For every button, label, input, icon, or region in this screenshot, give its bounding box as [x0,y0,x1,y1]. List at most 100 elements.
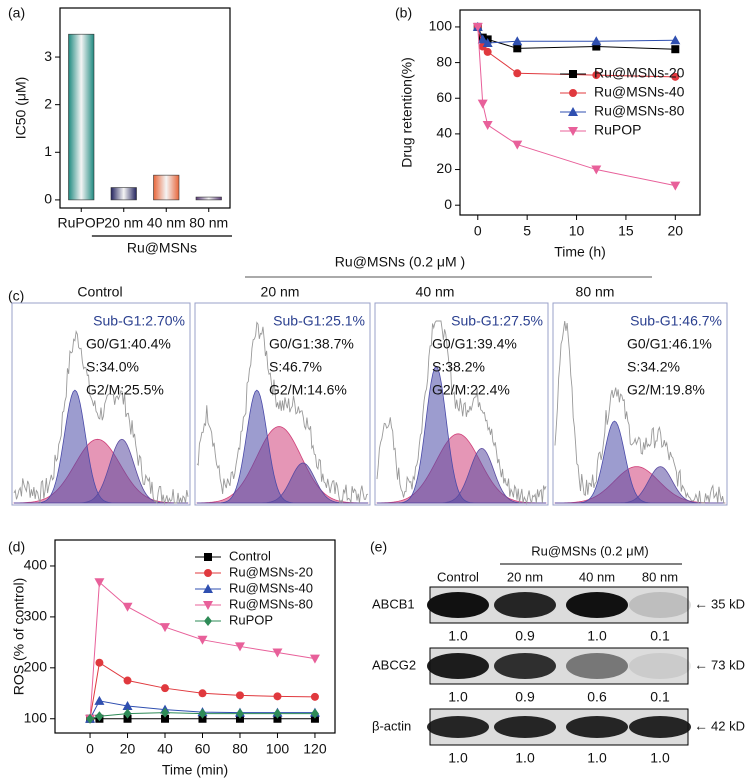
data-point [198,689,207,698]
data-point [513,69,522,78]
data-point [122,701,133,711]
series-line [477,26,676,44]
phase-label: G2/M:25.5% [86,382,164,398]
legend-label: Ru@MSNs-40 [594,84,685,100]
data-point [472,22,483,32]
histogram-s [554,466,726,504]
x-tick-label: 0 [474,223,482,239]
data-point [94,578,105,588]
x-tick-label: 10 [569,223,585,239]
legend-label: RuPOP [594,122,641,138]
y-tick-label: 100 [24,709,48,725]
data-point [477,99,488,109]
phase-label: G0/G1:38.7% [269,336,354,352]
band-ratio: 1.0 [587,628,607,644]
x-tick-label: 20 nm [104,215,143,231]
y-axis-label: Drug retention(%) [399,57,415,168]
panel-label: (e) [370,539,387,555]
panel-label: (d) [8,539,25,555]
data-point [235,708,244,719]
y-axis-label: IC50 (μM) [13,77,29,140]
panel-label: (b) [395,5,412,21]
histogram-trace [13,330,189,505]
data-point [198,714,207,723]
y-tick-label: 40 [436,125,452,141]
y-tick-label: 400 [24,557,48,573]
x-tick-label: 80 [232,741,248,757]
y-tick-label: 1 [44,143,52,159]
phase-label: G0/G1:40.4% [86,336,171,352]
band-ratio: 1.0 [650,750,670,766]
data-point [670,35,681,45]
data-point [95,658,104,667]
data-point [482,37,493,47]
series-line [89,581,316,719]
data-point [123,708,132,719]
plot-frame [59,7,231,209]
legend-label: Control [229,548,271,563]
blot-band [427,653,489,679]
sub-g1-label: Sub-G1:27.5% [451,313,543,329]
x-tick-label: 60 [195,741,211,757]
phase-label: G2/M:19.8% [627,382,705,398]
band-ratio: 1.0 [587,750,607,766]
legend-marker [204,616,212,626]
data-point [235,714,244,723]
size-label: 35 kD [711,596,745,611]
blot-band [494,653,556,679]
data-point [310,692,319,701]
legend-marker [204,553,212,561]
blot-band [629,716,691,738]
x-tick-label: 120 [303,741,327,757]
x-axis-label: Time (min) [162,762,228,778]
y-tick-label: 100 [429,18,453,34]
x-tick-label: 15 [618,223,634,239]
band-ratio: 1.0 [448,689,468,705]
size-arrow: ← [694,657,708,673]
data-point [671,45,680,54]
x-tick-label: 100 [266,741,290,757]
data-point [123,714,132,723]
data-point [235,691,244,700]
data-point [272,648,283,658]
size-arrow: ← [694,718,708,734]
y-tick-label: 0 [44,191,52,207]
y-tick-label: 2 [44,95,52,111]
lane-label: 80 nm [642,569,678,584]
data-point [591,36,602,46]
bar [68,33,95,201]
histogram-trace [554,320,725,504]
blot-band [566,653,628,679]
sub-g1-label: Sub-G1:46.7% [630,313,722,329]
data-point [591,165,602,175]
band-ratio: 0.9 [515,689,535,705]
lane-label: Control [437,569,479,584]
phase-label: S:34.0% [86,359,139,375]
data-point [670,181,681,191]
phase-label: S:34.2% [627,359,680,375]
y-tick-label: 60 [436,89,452,105]
data-point [161,714,170,723]
data-point [273,692,282,701]
blot-band [494,716,556,738]
blot-band [629,592,691,618]
histogram-trace [196,321,369,505]
phase-label: S:46.7% [269,359,322,375]
data-point [309,654,320,664]
data-point [273,708,282,719]
panel-label: (a) [8,5,25,21]
plot-frame [54,539,336,734]
legend-marker [568,127,578,136]
x-tick-label: 40 [157,741,173,757]
plot-frame [459,9,701,216]
sub-g1-label: Sub-G1:25.1% [273,313,365,329]
series-line [89,661,315,719]
protein-label: ABCB1 [372,596,415,611]
size-label: 73 kD [711,657,745,672]
band-ratio: 0.1 [650,628,670,644]
x-tick-label: 20 [120,741,136,757]
phase-label: G2/M:22.4% [432,382,510,398]
band-ratio: 0.1 [650,689,670,705]
bar [153,174,180,201]
band-ratio: 0.9 [515,628,535,644]
